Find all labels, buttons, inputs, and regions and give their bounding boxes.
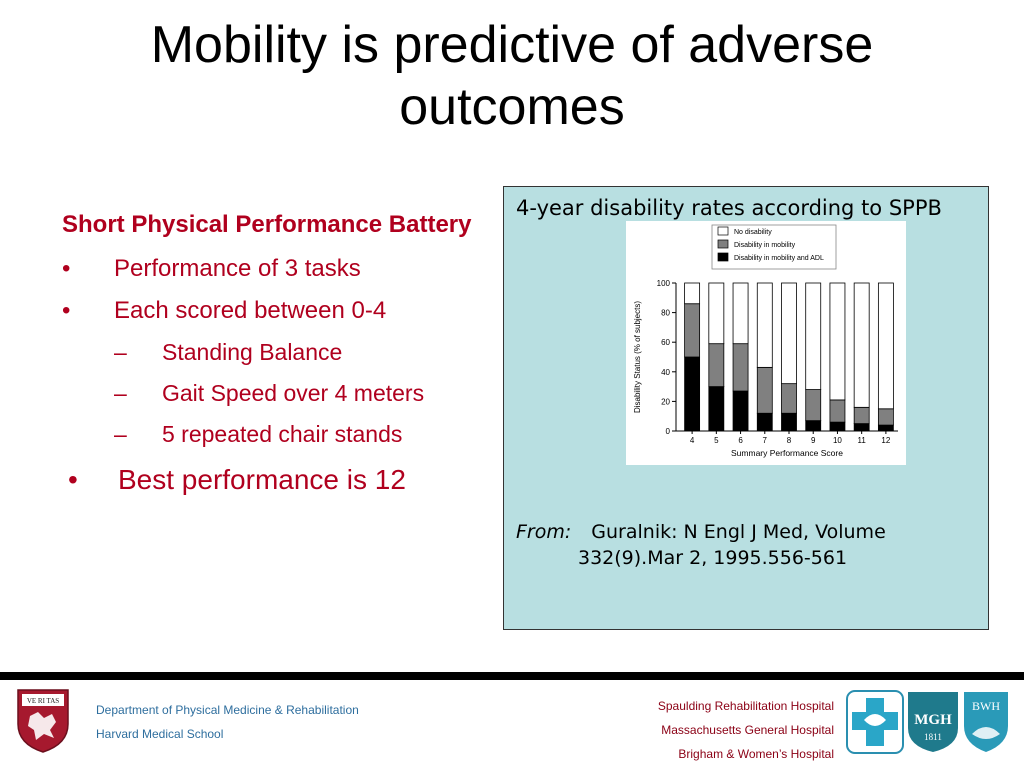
- bar-segment: [829, 421, 846, 432]
- bar-segment: [708, 386, 725, 432]
- y-tick-label: 80: [661, 309, 670, 318]
- legend-swatch: [717, 226, 729, 236]
- citation-line-2: 332(9).Mar 2, 1995.556-561: [578, 547, 848, 569]
- bar-segment: [732, 282, 749, 345]
- subbullet-text: 5 repeated chair stands: [162, 421, 403, 447]
- bar-segment: [756, 412, 773, 432]
- legend-label: Disability in mobility and ADL: [734, 255, 824, 262]
- bullet-glyph: •: [62, 255, 71, 282]
- citation-from-label: From:: [516, 521, 572, 543]
- hospital-mgh: Massachusetts General Hospital: [661, 723, 834, 737]
- mgh-logo: MGH 1811: [908, 692, 958, 752]
- bar-segment: [708, 343, 725, 387]
- spaulding-logo: [846, 690, 904, 754]
- bullet-text: Best performance is 12: [118, 464, 406, 495]
- hospital-spaulding: Spaulding Rehabilitation Hospital: [657, 699, 834, 713]
- bar-segment: [829, 399, 846, 423]
- y-tick-label: 100: [657, 279, 671, 288]
- bullet-item: • Best performance is 12: [62, 465, 502, 495]
- legend-label: Disability in mobility: [734, 242, 796, 249]
- subbullet-item: – 5 repeated chair stands: [62, 420, 502, 449]
- subbullet-item: – Gait Speed over 4 meters: [62, 379, 502, 408]
- y-tick-label: 60: [661, 338, 670, 347]
- x-tick-label: 6: [738, 436, 743, 445]
- x-tick-label: 5: [714, 436, 719, 445]
- legend-swatch: [717, 252, 729, 262]
- x-tick-label: 10: [833, 436, 842, 445]
- disability-chart: No disability Disability in mobility Disab…: [633, 224, 898, 458]
- mgh-logo-text: MGH: [914, 712, 952, 728]
- bar-segment: [708, 282, 725, 345]
- citation: From: Guralnik: N Engl J Med, Volume 332(…: [516, 519, 986, 571]
- bullet-glyph: •: [62, 297, 71, 324]
- bar-segment: [853, 406, 870, 425]
- bar-segment: [877, 408, 894, 426]
- dept-line-1: Department of Physical Medicine & Rehabi…: [96, 703, 359, 717]
- dash-glyph: –: [114, 421, 127, 447]
- bar-segment: [732, 390, 749, 432]
- x-tick-label: 12: [881, 436, 890, 445]
- y-tick-label: 0: [666, 427, 671, 436]
- bar-segment: [684, 356, 701, 432]
- dash-glyph: –: [114, 339, 127, 365]
- x-tick-label: 11: [858, 436, 867, 445]
- footer-divider: [0, 672, 1024, 680]
- bar-segment: [877, 424, 894, 432]
- legend-swatch: [717, 239, 729, 249]
- chart-panel: No disability Disability in mobility Disab…: [503, 186, 989, 630]
- bwh-logo-text: BWH: [972, 699, 1000, 713]
- bar-segment: [829, 282, 846, 401]
- title-line-2: outcomes: [399, 78, 625, 136]
- shield-text: VE RI TAS: [27, 697, 59, 705]
- bar-segment: [877, 282, 894, 410]
- mgh-logo-year: 1811: [924, 732, 942, 742]
- dept-line-2: Harvard Medical School: [96, 727, 224, 741]
- harvard-shield-logo: VE RI TAS: [17, 689, 69, 753]
- bwh-logo: BWH: [964, 692, 1008, 752]
- bar-segment: [805, 389, 822, 422]
- bar-segment: [781, 383, 797, 414]
- bar-segment: [853, 282, 870, 408]
- legend-label: No disability: [734, 229, 772, 236]
- hospital-list: Spaulding Rehabilitation Hospital Massac…: [658, 694, 834, 766]
- title-line-1: Mobility is predictive of adverse: [150, 16, 874, 74]
- citation-line-1: Guralnik: N Engl J Med, Volume: [591, 521, 886, 543]
- subbullet-text: Standing Balance: [162, 339, 343, 365]
- bullet-glyph: •: [68, 464, 78, 495]
- x-tick-label: 8: [787, 436, 792, 445]
- bar-segment: [732, 343, 749, 392]
- sppb-description: Short Physical Performance Battery • Per…: [62, 208, 502, 495]
- bar-segment: [684, 303, 701, 358]
- bar-segment: [756, 282, 773, 368]
- bar-segment: [805, 420, 822, 432]
- bar-segment: [684, 282, 701, 305]
- bar-segment: [756, 366, 773, 414]
- x-tick-label: 7: [763, 436, 768, 445]
- y-tick-label: 40: [661, 368, 670, 377]
- bar-segment: [805, 282, 822, 390]
- legend-box: [711, 224, 837, 270]
- dash-glyph: –: [114, 380, 127, 406]
- y-tick-label: 20: [661, 397, 670, 406]
- panel-title: 4-year disability rates according to SPP…: [516, 196, 942, 220]
- bullet-text: Performance of 3 tasks: [114, 255, 361, 282]
- x-tick-label: 9: [811, 436, 816, 445]
- bullet-item: • Each scored between 0-4: [62, 296, 502, 326]
- department-info: Department of Physical Medicine & Rehabi…: [96, 698, 359, 746]
- hospital-bwh: Brigham & Women’s Hospital: [678, 747, 834, 761]
- y-axis-label: Disability Status (% of subjects): [633, 301, 642, 413]
- sppb-heading: Short Physical Performance Battery: [62, 211, 472, 238]
- chart-image-area: No disability Disability in mobility Disab…: [626, 221, 906, 465]
- x-tick-label: 4: [690, 436, 695, 445]
- x-axis-label: Summary Performance Score: [731, 448, 843, 458]
- subbullet-item: – Standing Balance: [62, 338, 502, 367]
- bar-segment: [781, 412, 797, 432]
- subbullet-text: Gait Speed over 4 meters: [162, 380, 425, 406]
- bullet-item: • Performance of 3 tasks: [62, 254, 502, 284]
- bar-segment: [781, 282, 797, 385]
- bar-segment: [853, 423, 870, 432]
- slide-title: Mobility is predictive of adverse outcom…: [40, 14, 984, 138]
- bullet-text: Each scored between 0-4: [114, 297, 387, 324]
